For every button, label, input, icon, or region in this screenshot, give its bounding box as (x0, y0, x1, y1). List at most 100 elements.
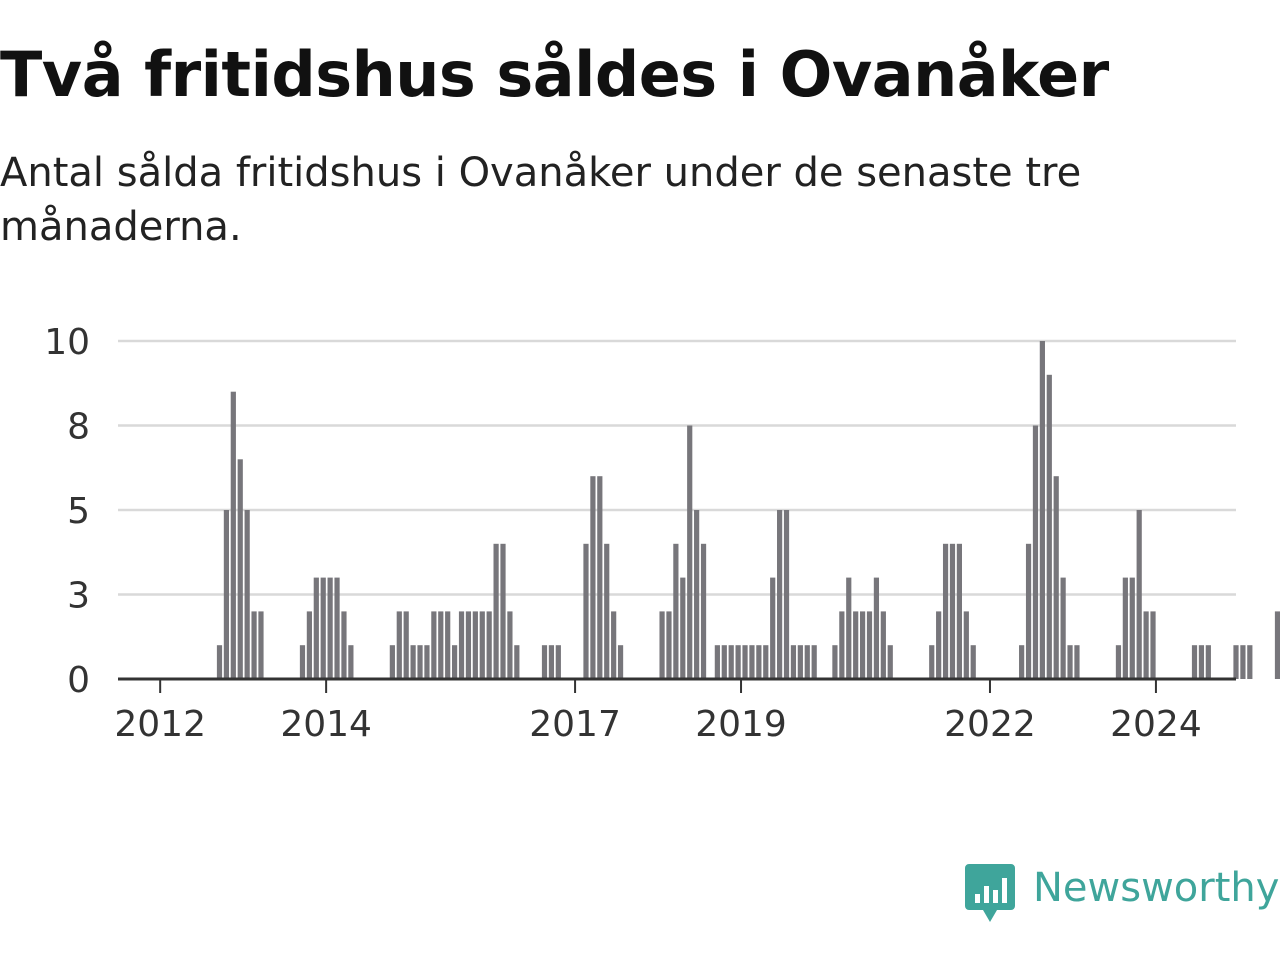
bar (590, 476, 596, 679)
y-tick-label: 0 (67, 660, 90, 701)
brand-name: Newsworthy (1033, 865, 1280, 911)
bar (846, 577, 852, 679)
x-tick-label: 2019 (695, 704, 787, 745)
bar (493, 543, 499, 679)
bar (479, 611, 485, 679)
bar (500, 543, 506, 679)
bar (1136, 510, 1142, 679)
bar (749, 645, 755, 679)
bar (804, 645, 810, 679)
chart-title: Två fritidshus såldes i Ovanåker (0, 38, 1109, 111)
x-tick-label: 2022 (944, 704, 1036, 745)
bar (548, 645, 555, 679)
bar (1060, 577, 1066, 679)
bar (299, 645, 306, 679)
bar (700, 543, 707, 679)
bar (1198, 645, 1205, 679)
bar (514, 645, 520, 679)
y-tick-label: 8 (67, 407, 90, 448)
bar (486, 611, 492, 679)
bar (1233, 645, 1239, 679)
bar (341, 611, 347, 679)
bar (541, 645, 548, 679)
bar (251, 611, 257, 679)
bar (583, 543, 589, 679)
bar (320, 577, 326, 679)
bar (348, 645, 354, 679)
bar (853, 611, 859, 679)
bar (1274, 611, 1280, 679)
bar (1025, 543, 1032, 679)
bar (555, 645, 561, 679)
bar (694, 510, 700, 679)
bar (1039, 341, 1045, 679)
bar (403, 611, 409, 679)
bar (604, 543, 610, 679)
bar (611, 611, 617, 679)
bar (458, 611, 465, 679)
bar (1122, 577, 1128, 679)
x-tick-label: 2017 (529, 704, 621, 745)
bar (1067, 645, 1073, 679)
bar (410, 645, 416, 679)
bar (223, 510, 230, 679)
bar (445, 611, 451, 679)
bar (1032, 425, 1039, 679)
bar (859, 611, 866, 679)
bar (431, 611, 437, 679)
bar (1191, 645, 1198, 679)
bar (839, 611, 845, 679)
bar (1247, 645, 1253, 679)
bar (313, 577, 319, 679)
bar (783, 510, 790, 679)
bars (216, 341, 1280, 679)
bar (873, 577, 880, 679)
bar (465, 611, 472, 679)
bar (1150, 611, 1156, 679)
bar (417, 645, 423, 679)
bar (949, 543, 956, 679)
bar-chart-speech-bubble-icon (965, 864, 1015, 922)
bar (680, 577, 686, 679)
bar (617, 645, 624, 679)
bar (1115, 645, 1122, 679)
bar (887, 645, 893, 679)
bar (472, 611, 478, 679)
bar (880, 611, 886, 679)
y-tick-label: 3 (67, 576, 90, 617)
bar (970, 645, 976, 679)
bar (306, 611, 312, 679)
bar (389, 645, 395, 679)
bar (735, 645, 741, 679)
x-tick-label: 2012 (114, 704, 206, 745)
y-tick-label: 5 (67, 491, 90, 532)
bar (742, 645, 748, 679)
bar (797, 645, 803, 679)
bar (327, 577, 333, 679)
bar (597, 476, 603, 679)
bar (666, 611, 672, 679)
bar (956, 543, 962, 679)
bar (452, 645, 458, 679)
bar (942, 543, 949, 679)
bar (237, 459, 243, 679)
bar (1129, 577, 1135, 679)
bar (721, 645, 727, 679)
newsworthy-logo: Newsworthy (965, 864, 1279, 924)
x-tick-label: 2014 (280, 704, 372, 745)
bar (230, 391, 236, 679)
y-axis-labels: 0 3 5 8 10 (44, 322, 90, 701)
bar (770, 577, 776, 679)
bar (659, 611, 665, 679)
bar (790, 645, 797, 679)
bar (507, 611, 513, 679)
bar (756, 645, 762, 679)
bar (1143, 611, 1149, 679)
bar (866, 611, 873, 679)
y-tick-label: 10 (44, 322, 90, 363)
bar (777, 510, 783, 679)
x-axis-ticks: 2012 2014 2017 2019 2022 2024 (114, 679, 1202, 745)
bar (963, 611, 969, 679)
bar (1053, 476, 1059, 679)
